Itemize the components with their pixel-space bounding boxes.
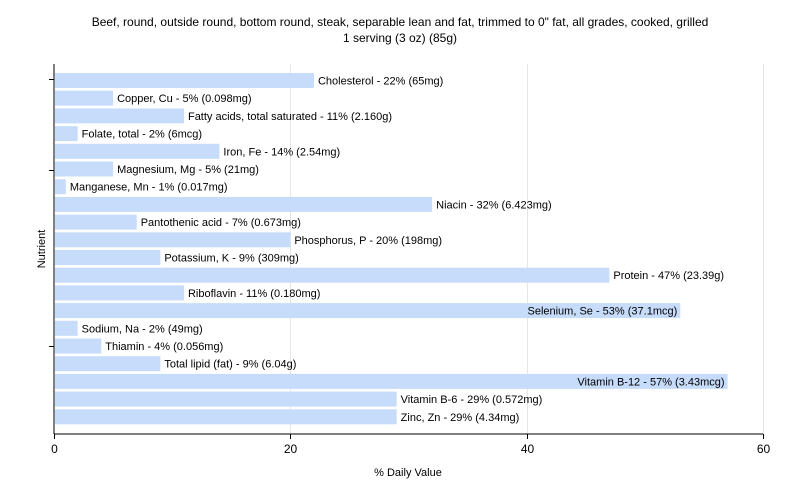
bar xyxy=(55,143,220,159)
bar xyxy=(55,90,114,106)
bar xyxy=(55,126,78,142)
bar xyxy=(55,338,102,354)
bar-label: Phosphorus, P - 20% (198mg) xyxy=(294,235,442,247)
bar-label: Potassium, K - 9% (309mg) xyxy=(164,253,299,265)
bar xyxy=(55,161,114,177)
bar xyxy=(55,73,314,88)
x-tick-label: 0 xyxy=(51,442,58,456)
bar xyxy=(55,232,291,248)
bar-label: Vitamin B-12 - 57% (3.43mcg) xyxy=(577,376,724,388)
bar-label: Niacin - 32% (6.423mg) xyxy=(436,199,552,211)
bar xyxy=(55,303,681,319)
gridlines xyxy=(290,64,764,434)
bar-label: Zinc, Zn - 29% (4.34mg) xyxy=(401,412,520,424)
bar-label: Cholesterol - 22% (65mg) xyxy=(318,76,443,88)
bar xyxy=(55,108,184,124)
bar-label: Copper, Cu - 5% (0.098mg) xyxy=(117,93,252,105)
bar xyxy=(55,267,610,283)
bar xyxy=(55,214,137,230)
axis-ticks: 0 20 40 60 xyxy=(49,79,771,456)
bar-label: Riboflavin - 11% (0.180mg) xyxy=(188,288,320,300)
bar xyxy=(55,373,728,389)
bar-label: Selenium, Se - 53% (37.1mcg) xyxy=(527,306,677,318)
bar-label: Iron, Fe - 14% (2.54mg) xyxy=(223,146,340,158)
bar xyxy=(55,179,66,195)
x-tick-label: 40 xyxy=(521,442,535,456)
bar-label: Total lipid (fat) - 9% (6.04g) xyxy=(164,359,296,371)
bar xyxy=(55,356,161,372)
bar-label: Fatty acids, total saturated - 11% (2.16… xyxy=(188,111,392,123)
bar xyxy=(55,285,184,301)
x-axis-label: % Daily Value xyxy=(374,467,442,479)
y-axis-label: Nutrient xyxy=(36,230,48,269)
chart-title: Beef, round, outside round, bottom round… xyxy=(0,14,800,46)
bar-label: Vitamin B-6 - 29% (0.572mg) xyxy=(401,394,543,406)
x-tick-label: 60 xyxy=(757,442,771,456)
bar xyxy=(55,196,433,212)
bar-label: Manganese, Mn - 1% (0.017mg) xyxy=(70,182,228,194)
x-tick-label: 20 xyxy=(284,442,298,456)
bar-label: Magnesium, Mg - 5% (21mg) xyxy=(117,164,259,176)
bar-label: Protein - 47% (23.39g) xyxy=(613,270,724,282)
axes xyxy=(53,64,763,435)
bar-label: Pantothenic acid - 7% (0.673mg) xyxy=(141,217,301,229)
chart-title-line: Beef, round, outside round, bottom round… xyxy=(91,15,709,29)
bar xyxy=(55,409,397,425)
bar-label: Thiamin - 4% (0.056mg) xyxy=(105,341,223,353)
bar xyxy=(55,320,78,336)
chart-subtitle: 1 serving (3 oz) (85g) xyxy=(342,31,458,45)
bar xyxy=(55,391,397,407)
bar-labels: Cholesterol - 22% (65mg) Copper, Cu - 5% … xyxy=(70,76,725,424)
plot-area xyxy=(54,64,763,434)
bars xyxy=(55,73,728,425)
bar-label: Sodium, Na - 2% (49mg) xyxy=(82,323,203,335)
bar-label: Folate, total - 2% (6mcg) xyxy=(82,129,202,141)
bar xyxy=(55,250,161,265)
